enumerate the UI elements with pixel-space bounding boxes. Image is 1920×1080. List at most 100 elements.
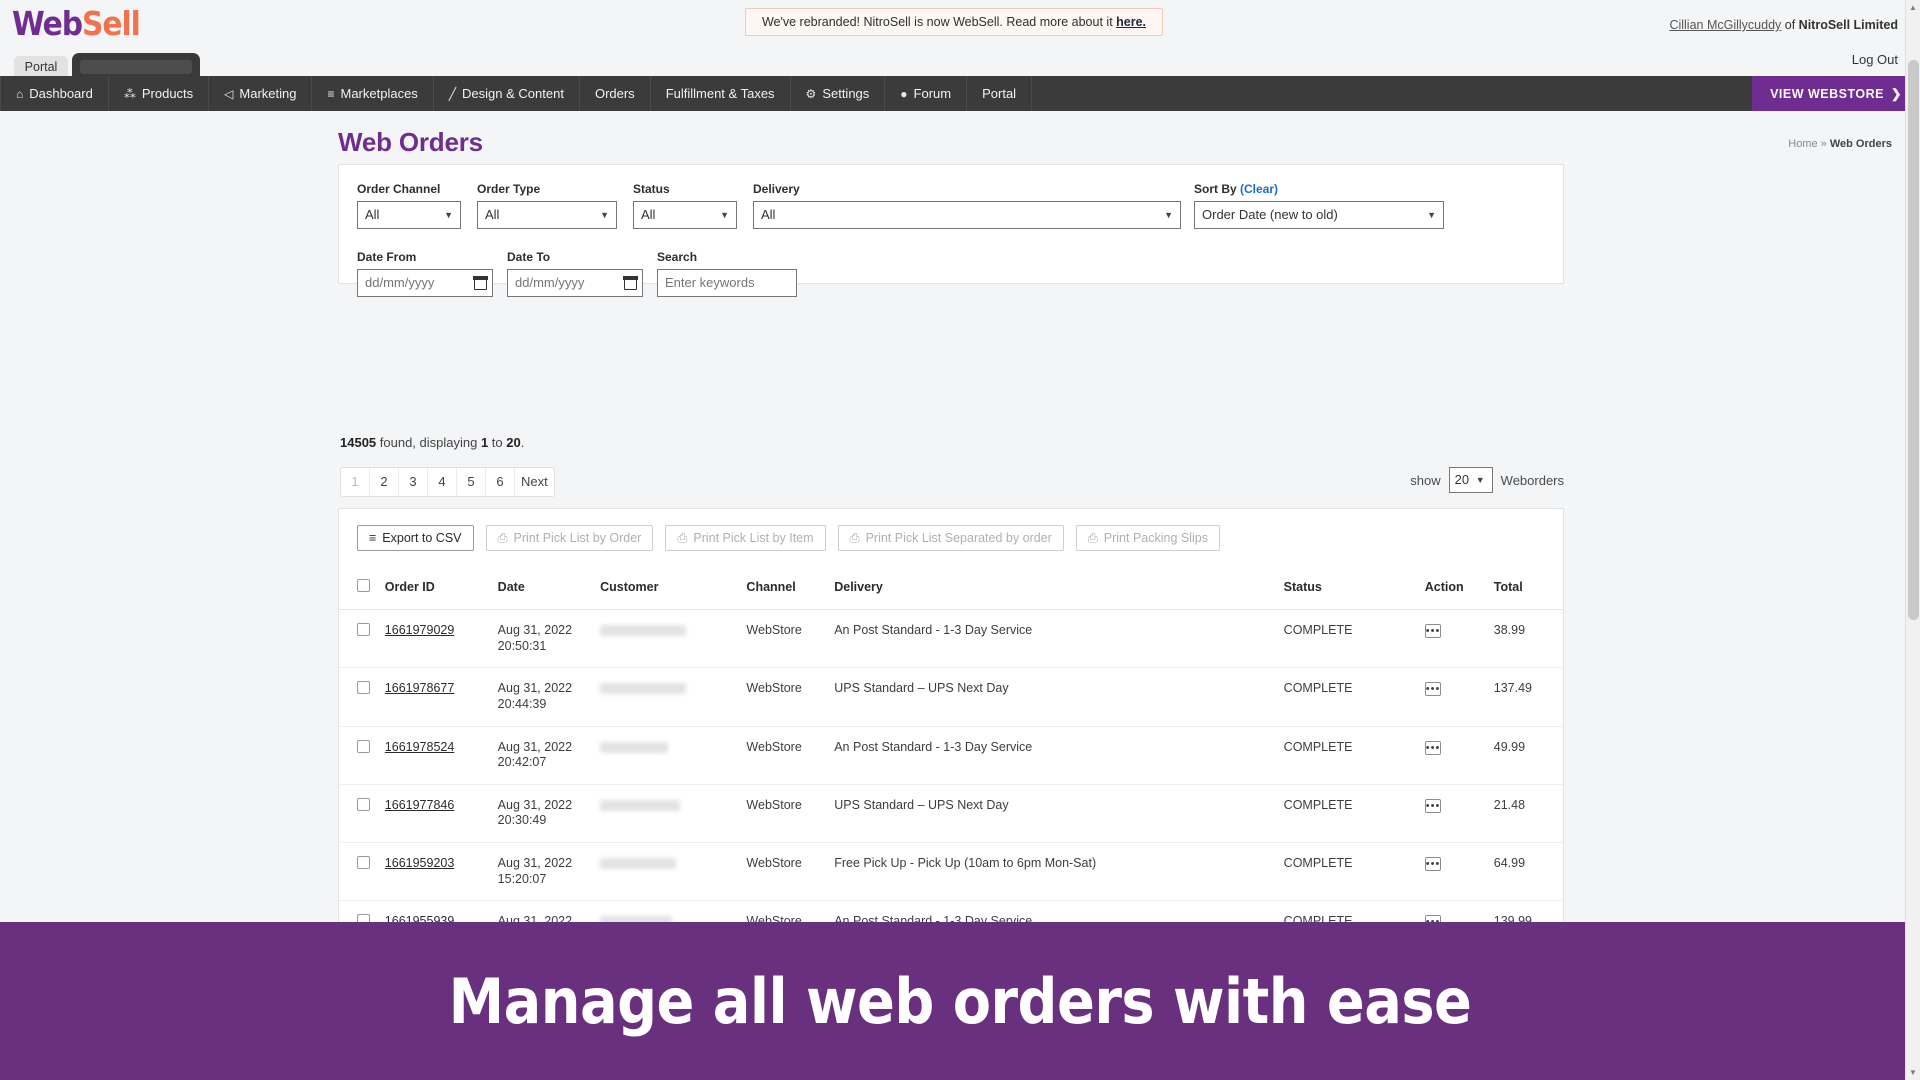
print-pick-list-separated-button[interactable]: ⎙ Print Pick List Separated by order [837,525,1064,551]
row-checkbox[interactable] [357,739,370,753]
page-button-6[interactable]: 6 [486,468,515,496]
status-badge: COMPLETE [1283,681,1353,696]
cell-total: 137.49 [1489,667,1563,727]
logout-link[interactable]: Log Out [1851,52,1898,67]
sort-by-clear-link[interactable]: (Clear) [1240,182,1279,196]
cell-total: 21.48 [1489,784,1563,844]
th-delivery[interactable]: Delivery [830,573,1280,610]
nav-item-marketplaces[interactable]: ≡ Marketplaces [312,76,434,111]
comment-icon: ● [900,86,908,101]
scrollbar-thumb[interactable] [1908,60,1919,620]
th-order-id[interactable]: Order ID [380,573,494,610]
print-pick-list-by-item-button[interactable]: ⎙ Print Pick List by Item [665,525,826,551]
view-webstore-button[interactable]: VIEW WEBSTORE ❯ [1752,76,1920,111]
order-time: 15:20:07 [497,871,547,886]
page-button-2[interactable]: 2 [370,468,399,496]
sort-by-select[interactable]: Order Date (new to old) ▼ [1194,201,1444,229]
nav-item-settings[interactable]: ⚙ Settings [791,76,886,111]
chevron-down-icon: ▼ [1475,475,1485,485]
order-id-link[interactable]: 1661977846 [384,797,455,812]
row-checkbox[interactable] [357,623,370,636]
websell-logo[interactable]: WebSell [12,4,141,43]
scroll-down-arrow-icon[interactable]: ▼ [1909,1068,1917,1077]
main-navigation: ⌂ Dashboard ⁂ Products ◁ Marketing ≡ Mar… [0,76,1920,111]
cell-date: Aug 31, 2022 20:30:49 [493,784,597,844]
order-channel-select[interactable]: All ▼ [357,201,461,229]
row-checkbox[interactable] [357,797,370,811]
th-status[interactable]: Status [1279,573,1421,610]
row-select-cell [339,842,381,902]
breadcrumb-home-link[interactable]: Home [1788,138,1818,150]
th-total[interactable]: Total [1489,573,1563,610]
date-from-input[interactable]: dd/mm/yyyy [357,269,493,297]
nav-item-design-content[interactable]: ╱ Design & Content [434,76,580,111]
row-checkbox[interactable] [357,681,370,695]
cell-date: Aug 31, 2022 20:44:39 [493,667,597,727]
row-select-cell [339,609,381,669]
nav-item-orders[interactable]: Orders [580,76,651,111]
print-pick-list-separated-label: Print Pick List Separated by order [865,531,1052,545]
delivery-select[interactable]: All ▼ [753,201,1181,229]
print-pick-list-by-item-label: Print Pick List by Item [693,531,814,545]
table-row: 1661979029 Aug 31, 2022 20:50:31 WebStore An… [339,609,1563,669]
nav-item-forum[interactable]: ● Forum [885,76,968,111]
order-id-link[interactable]: 1661978524 [384,739,455,754]
export-to-csv-button[interactable]: ≡ Export to CSV [357,525,474,551]
tab-active[interactable] [72,53,200,79]
page-scrollbar[interactable]: ▲ ▼ [1905,0,1920,1080]
order-type-select[interactable]: All ▼ [477,201,617,229]
row-action-menu-button[interactable]: ••• [1424,624,1442,638]
th-date[interactable]: Date [493,573,597,610]
order-id-link[interactable]: 1661979029 [384,623,455,637]
calendar-icon[interactable] [473,275,488,290]
order-delivery: An Post Standard - 1-3 Day Service [834,739,1033,754]
order-id-link[interactable]: 1661978677 [384,681,455,696]
cell-channel: WebStore [742,784,831,844]
rows-per-page-select[interactable]: 20 ▼ [1448,467,1493,493]
tab-portal[interactable]: Portal [14,56,68,79]
results-summary: 14505 found, displaying 1 to 20. [340,435,524,450]
status-select[interactable]: All ▼ [633,201,737,229]
select-all-checkbox[interactable] [357,579,370,592]
row-action-menu-button[interactable]: ••• [1424,857,1442,871]
row-checkbox[interactable] [357,856,370,869]
breadcrumb-separator: » [1820,138,1827,150]
cell-action: ••• [1420,842,1490,902]
label-date-to: Date To [507,250,551,264]
row-action-menu-button[interactable]: ••• [1424,798,1442,813]
nav-item-portal[interactable]: Portal [967,76,1033,111]
nav-item-dashboard[interactable]: ⌂ Dashboard [0,76,109,111]
rebrand-read-more-link[interactable]: here. [1116,15,1147,29]
nav-item-fulfillment-taxes[interactable]: Fulfillment & Taxes [651,76,791,111]
print-packing-slips-button[interactable]: ⎙ Print Packing Slips [1075,525,1220,551]
nav-item-marketing[interactable]: ◁ Marketing [209,76,313,111]
status-badge: COMPLETE [1283,739,1353,754]
nav-item-products[interactable]: ⁂ Products [109,76,210,111]
page-button-5[interactable]: 5 [457,468,486,496]
page-button-next[interactable]: Next [521,474,548,489]
row-action-menu-button[interactable]: ••• [1424,740,1442,755]
order-delivery: UPS Standard – UPS Next Day [834,797,1009,812]
search-input[interactable]: Enter keywords [657,269,797,297]
customer-name-redacted [600,683,687,695]
logo-web-text: Web [12,4,83,43]
order-time: 20:42:07 [497,755,547,770]
page-button-3[interactable]: 3 [399,468,428,496]
cell-total: 38.99 [1489,609,1563,669]
account-user-link[interactable]: Cillian McGillycuddy [1669,18,1782,32]
th-customer[interactable]: Customer [596,573,743,610]
date-to-input[interactable]: dd/mm/yyyy [507,269,643,297]
customer-name-redacted [600,916,673,928]
order-channel: WebStore [746,797,802,812]
calendar-icon[interactable] [623,275,638,290]
order-total: 64.99 [1493,856,1526,870]
order-id-link[interactable]: 1661959203 [384,856,455,870]
cell-channel: WebStore [742,609,831,669]
print-pick-list-by-order-button[interactable]: ⎙ Print Pick List by Order [485,525,654,551]
scroll-up-arrow-icon[interactable]: ▲ [1909,3,1917,12]
rebrand-notice-banner: We've rebranded! NitroSell is now WebSel… [745,8,1163,37]
th-channel[interactable]: Channel [742,573,831,610]
cell-delivery: An Post Standard - 1-3 Day Service [830,726,1280,785]
row-action-menu-button[interactable]: ••• [1424,682,1442,697]
page-button-4[interactable]: 4 [428,468,457,496]
